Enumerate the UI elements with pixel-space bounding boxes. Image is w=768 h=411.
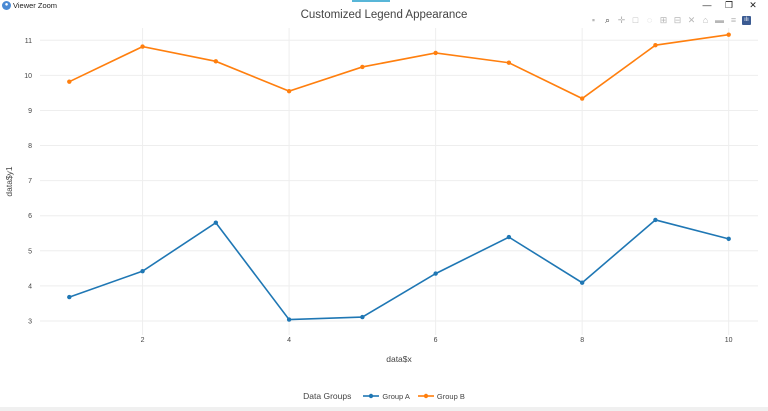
data-point[interactable]: [360, 314, 365, 320]
legend-item[interactable]: Group A: [363, 392, 410, 401]
app-icon: ●: [2, 1, 11, 10]
tick-labels: 3 4 5 6 7 8 9 10 11 2 4 6 8 10: [24, 38, 732, 344]
data-point[interactable]: [67, 79, 72, 84]
y-tick-label: 8: [28, 143, 32, 150]
x-axis-title: data$x: [386, 354, 412, 364]
autoscale-icon[interactable]: ✕: [687, 14, 696, 25]
legend-label: Group A: [382, 391, 410, 401]
data-point[interactable]: [286, 317, 292, 322]
data-point[interactable]: [433, 271, 438, 276]
window-titlebar: ● Viewer Zoom — ❐ ✕: [0, 0, 768, 12]
pan-icon[interactable]: ✛: [617, 14, 626, 25]
y-tick-label: 9: [28, 108, 32, 115]
data-point[interactable]: [433, 50, 438, 56]
x-tick-label: 10: [725, 337, 733, 344]
zoom-in-icon[interactable]: ⊞: [659, 14, 668, 25]
data-point[interactable]: [140, 268, 145, 274]
restore-button[interactable]: ❐: [724, 0, 734, 10]
compare-hover-icon[interactable]: ≡: [730, 14, 737, 25]
chart-legend: Data Groups Group A Group B: [0, 389, 768, 403]
series-group-b: [67, 32, 731, 101]
series-line: [68, 33, 729, 100]
data-point[interactable]: [213, 59, 219, 64]
data-point[interactable]: [360, 64, 365, 70]
window-bottom-edge: [0, 407, 768, 411]
zoom-icon[interactable]: ⌕: [604, 14, 611, 25]
minimize-button[interactable]: —: [702, 0, 712, 10]
data-point[interactable]: [506, 234, 512, 240]
camera-icon[interactable]: ▪: [591, 14, 596, 25]
gridlines: [40, 28, 758, 335]
chart-modebar: ▪ ⌕ ✛ □ ◌ ⊞ ⊟ ✕ ⌂ ▬ ≡ ılı: [588, 14, 751, 26]
data-point[interactable]: [726, 32, 731, 37]
legend-item[interactable]: Group B: [417, 391, 465, 401]
reset-axes-icon[interactable]: ⌂: [702, 14, 709, 25]
series-lines: [67, 32, 731, 322]
spike-lines-icon[interactable]: ▬: [715, 14, 724, 25]
zoom-out-icon[interactable]: ⊟: [673, 14, 682, 25]
series-group-a: [67, 217, 731, 322]
box-select-icon[interactable]: □: [632, 14, 639, 25]
data-point[interactable]: [653, 217, 658, 223]
legend-label: Group B: [436, 391, 465, 401]
line-chart: 3 4 5 6 7 8 9 10 11 2 4 6 8 10 data$x data$y1: [4, 28, 758, 364]
data-point[interactable]: [67, 294, 72, 300]
legend-swatch-icon: [363, 393, 380, 399]
plotly-logo-icon[interactable]: ılı: [742, 15, 751, 25]
titlebar-accent: [352, 0, 390, 2]
x-tick-label: 8: [580, 337, 584, 344]
data-point[interactable]: [726, 236, 731, 242]
data-point[interactable]: [286, 88, 292, 94]
x-tick-label: 4: [287, 337, 291, 344]
series-line: [69, 219, 729, 321]
chart-title: Customized Legend Appearance: [300, 9, 468, 21]
data-point[interactable]: [579, 96, 585, 101]
data-point[interactable]: [579, 280, 585, 285]
lasso-icon[interactable]: ◌: [646, 14, 653, 25]
data-point[interactable]: [140, 44, 145, 49]
y-tick-label: 3: [28, 318, 32, 325]
y-tick-label: 11: [25, 38, 32, 45]
legend-swatch-icon: [417, 393, 434, 399]
x-tick-label: 2: [141, 337, 145, 344]
legend-title: Data Groups: [303, 391, 352, 401]
y-axis-title: data$y1: [4, 166, 14, 197]
y-tick-label: 5: [28, 248, 32, 255]
y-tick-label: 4: [28, 283, 32, 290]
x-tick-label: 6: [434, 337, 438, 344]
y-tick-label: 7: [28, 178, 32, 185]
y-tick-label: 6: [28, 213, 32, 220]
window-title: Viewer Zoom: [13, 1, 58, 10]
data-point[interactable]: [653, 42, 658, 48]
close-button[interactable]: ✕: [749, 0, 757, 10]
data-point[interactable]: [213, 220, 219, 225]
y-tick-label: 10: [24, 73, 32, 80]
data-point[interactable]: [506, 60, 512, 65]
